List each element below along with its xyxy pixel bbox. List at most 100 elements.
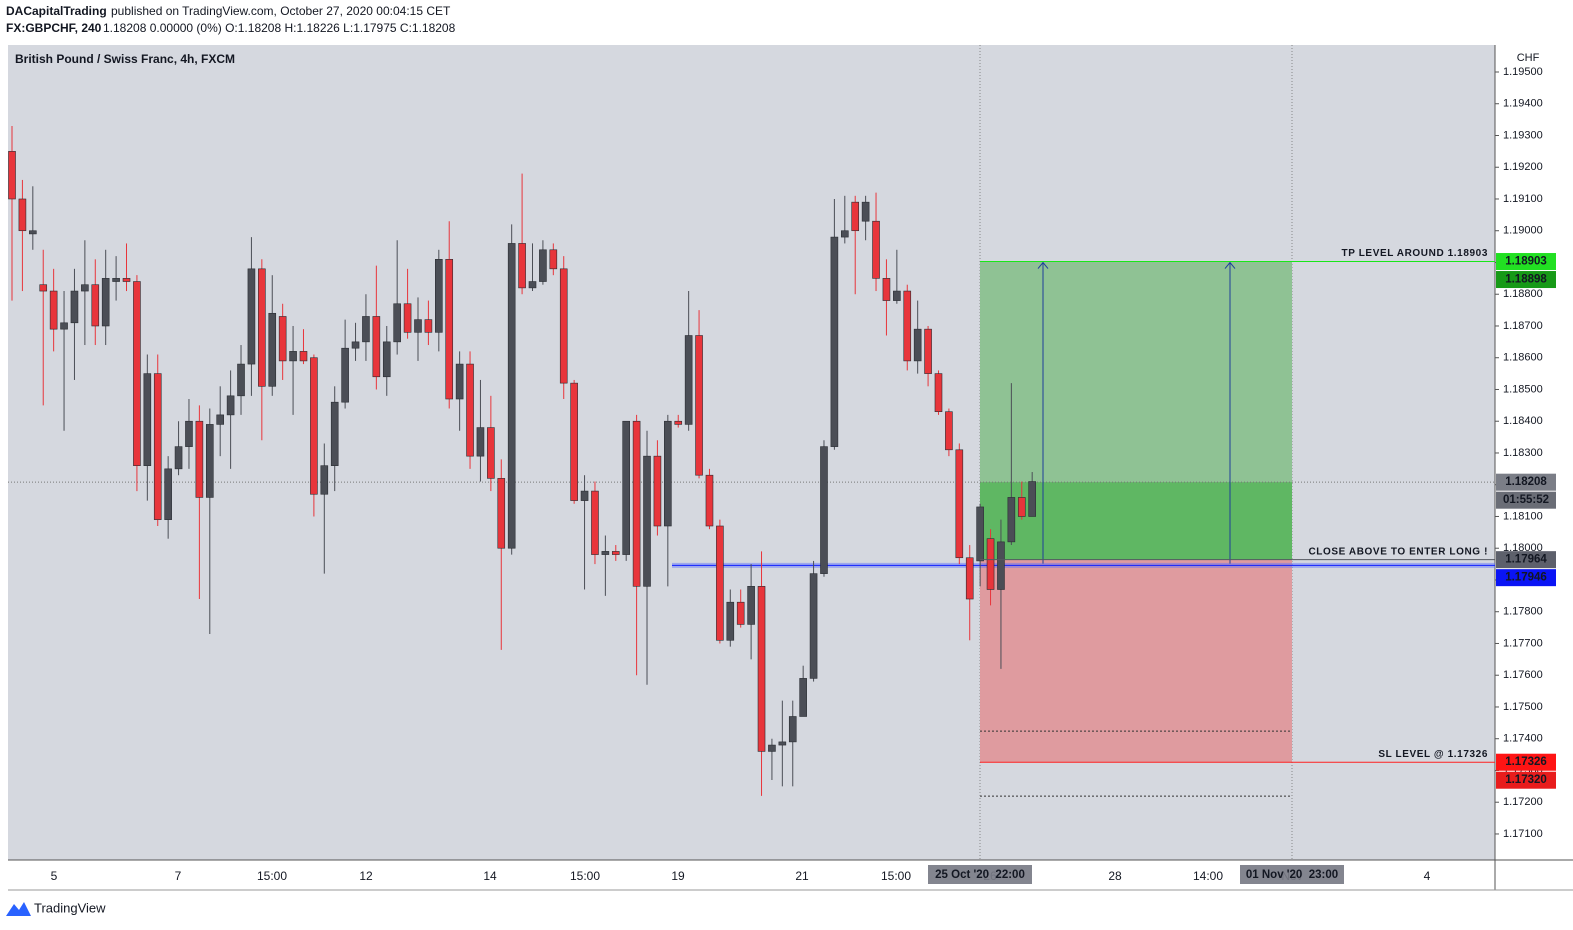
- candle-body: [39, 284, 48, 292]
- candle-body: [258, 268, 266, 387]
- candle-body: [893, 290, 901, 301]
- price-tag-label: 1.18208: [1505, 476, 1547, 488]
- price-tag-label: 1.17964: [1505, 554, 1547, 566]
- time-marker: 01 Nov '20 23:00: [1246, 869, 1338, 881]
- x-tick-label: 7: [175, 869, 182, 883]
- time-marker-box: [1240, 865, 1344, 884]
- y-tick-label: 1.19400: [1503, 98, 1543, 110]
- candle-body: [934, 373, 943, 413]
- candle-body: [788, 716, 797, 743]
- candle-body: [101, 278, 110, 327]
- candle-body: [976, 506, 984, 562]
- candle-body: [716, 525, 724, 641]
- price-tag-label: 1.17326: [1505, 756, 1547, 768]
- y-tick-label: 1.17500: [1503, 701, 1543, 713]
- y-tick-label: 1.19500: [1503, 66, 1543, 78]
- y-tick-label: 1.18600: [1503, 352, 1543, 364]
- y-tick-label: 1.17400: [1503, 733, 1543, 745]
- candle-body: [768, 744, 776, 752]
- annotation-label: SL LEVEL @ 1.17326: [1378, 749, 1488, 760]
- x-tick-label: 5: [51, 869, 58, 883]
- currency: CHF: [1517, 52, 1540, 64]
- x-tick-label: 15:00: [881, 869, 911, 883]
- candle-body: [164, 468, 172, 520]
- price-tag: [1496, 473, 1556, 491]
- candle-body: [965, 557, 974, 600]
- candle-body: [945, 411, 953, 451]
- y-tick-label: 1.19300: [1503, 129, 1543, 141]
- candle-body: [49, 290, 58, 330]
- candle-body: [445, 259, 454, 400]
- candle-body: [403, 303, 412, 333]
- candle-body: [414, 319, 422, 333]
- candle-body: [913, 328, 922, 362]
- x-tick-label: 15:00: [570, 869, 600, 883]
- symbol: FX:GBPCHF, 240: [6, 21, 102, 35]
- candle-body: [133, 281, 141, 466]
- arrow-head: [1037, 261, 1049, 269]
- candle-body: [653, 455, 662, 527]
- candle-body: [591, 490, 599, 555]
- candle-body: [476, 427, 485, 457]
- candle-body: [81, 284, 89, 292]
- candle-body: [8, 151, 16, 200]
- candle-body: [299, 351, 308, 362]
- brand: TradingView: [34, 900, 106, 915]
- candle-body: [435, 259, 443, 333]
- candle-body: [580, 490, 589, 501]
- countdown-tag: [1496, 491, 1556, 509]
- candle-body: [91, 284, 100, 327]
- candle-body: [882, 278, 891, 301]
- candle-body: [778, 741, 787, 746]
- x-tick-label: 12: [359, 869, 373, 883]
- price-tag: [1496, 253, 1556, 271]
- author: DACapitalTrading: [6, 4, 107, 18]
- candle-body: [955, 449, 964, 559]
- price-tag-label: 1.18903: [1505, 256, 1547, 268]
- candle-body: [611, 551, 620, 555]
- candle-body: [674, 420, 683, 425]
- loss-zone: [980, 559, 1292, 763]
- published: published on TradingView.com, October 27…: [111, 4, 451, 18]
- y-tick-label: 1.18300: [1503, 447, 1543, 459]
- candle-body: [997, 541, 1005, 590]
- price-tag: [1496, 569, 1556, 587]
- candle-body: [632, 420, 641, 587]
- candle-body: [539, 249, 547, 282]
- candle-body: [18, 198, 27, 232]
- plot: [8, 45, 1495, 860]
- annotation-label: TP LEVEL AROUND 1.18903: [1342, 248, 1488, 259]
- candle-body: [29, 230, 37, 235]
- price-tag: [1496, 271, 1556, 289]
- y-tick-label: 1.19000: [1503, 225, 1543, 237]
- arrow-head: [1224, 261, 1236, 269]
- candle-body: [216, 414, 224, 425]
- candle-body: [174, 446, 183, 470]
- y-tick-label: 1.17200: [1503, 796, 1543, 808]
- candle-body: [664, 420, 672, 527]
- candle-body: [851, 201, 860, 232]
- candle-body: [1007, 497, 1016, 543]
- candle-body: [830, 236, 839, 447]
- candle-body: [60, 322, 68, 330]
- time-marker: 25 Oct '20 22:00: [935, 869, 1025, 881]
- x-tick-label: 19: [671, 869, 685, 883]
- candle-body: [507, 243, 516, 549]
- y-tick-label: 1.18000: [1503, 542, 1543, 554]
- candle-body: [840, 230, 849, 238]
- candle-body: [424, 319, 433, 333]
- price-tag: [1496, 771, 1556, 789]
- candle-body: [268, 312, 277, 387]
- candle-body: [809, 573, 818, 679]
- open-profit: [980, 482, 1292, 560]
- candle-body: [903, 290, 912, 362]
- chart-title: British Pound / Swiss Franc, 4h, FXCM: [15, 52, 235, 66]
- candle-body: [330, 401, 339, 466]
- quote: 1.18208 0.00000 (0%) O:1.18208 H:1.18226…: [103, 21, 456, 35]
- candle-body: [695, 335, 703, 476]
- candle-body: [747, 586, 755, 625]
- candle-body: [861, 201, 870, 222]
- y-tick-label: 1.17600: [1503, 669, 1543, 681]
